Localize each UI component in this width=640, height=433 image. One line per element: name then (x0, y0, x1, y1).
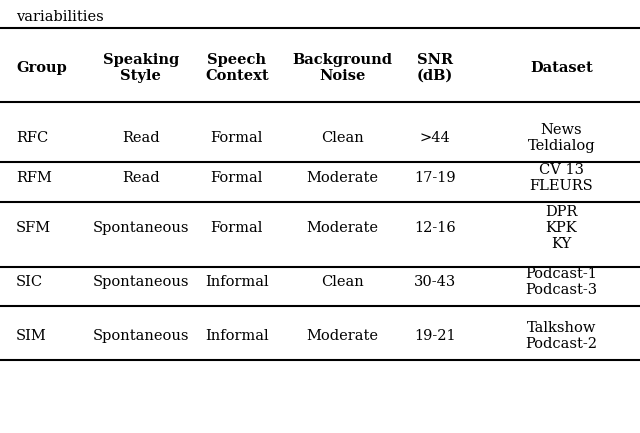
Text: Talkshow
Podcast-2: Talkshow Podcast-2 (525, 321, 598, 351)
Text: CV 13
FLEURS: CV 13 FLEURS (530, 163, 593, 193)
Text: Formal: Formal (211, 131, 263, 145)
Text: Podcast-1
Podcast-3: Podcast-1 Podcast-3 (525, 267, 598, 297)
Text: Spontaneous: Spontaneous (93, 221, 189, 235)
Text: 30-43: 30-43 (414, 275, 456, 289)
Text: Background
Noise: Background Noise (292, 53, 392, 83)
Text: SIC: SIC (16, 275, 43, 289)
Text: Spontaneous: Spontaneous (93, 275, 189, 289)
Text: Speaking
Style: Speaking Style (102, 53, 179, 83)
Text: RFC: RFC (16, 131, 48, 145)
Text: Group: Group (16, 61, 67, 75)
Text: Spontaneous: Spontaneous (93, 329, 189, 343)
Text: SNR
(dB): SNR (dB) (417, 53, 453, 83)
Text: Moderate: Moderate (307, 171, 378, 185)
Text: SFM: SFM (16, 221, 51, 235)
Text: Informal: Informal (205, 275, 269, 289)
Text: SIM: SIM (16, 329, 47, 343)
Text: Moderate: Moderate (307, 221, 378, 235)
Text: News
Teldialog: News Teldialog (528, 123, 595, 153)
Text: DPR
KPK
KY: DPR KPK KY (545, 205, 578, 251)
Text: 12-16: 12-16 (414, 221, 456, 235)
Text: Clean: Clean (321, 131, 364, 145)
Text: Read: Read (122, 171, 159, 185)
Text: 19-21: 19-21 (414, 329, 456, 343)
Text: Moderate: Moderate (307, 329, 378, 343)
Text: Clean: Clean (321, 275, 364, 289)
Text: Formal: Formal (211, 221, 263, 235)
Text: 17-19: 17-19 (414, 171, 456, 185)
Text: RFM: RFM (16, 171, 52, 185)
Text: Formal: Formal (211, 171, 263, 185)
Text: Informal: Informal (205, 329, 269, 343)
Text: variabilities: variabilities (16, 10, 104, 24)
Text: Speech
Context: Speech Context (205, 53, 269, 83)
Text: Read: Read (122, 131, 159, 145)
Text: >44: >44 (420, 131, 451, 145)
Text: Dataset: Dataset (530, 61, 593, 75)
